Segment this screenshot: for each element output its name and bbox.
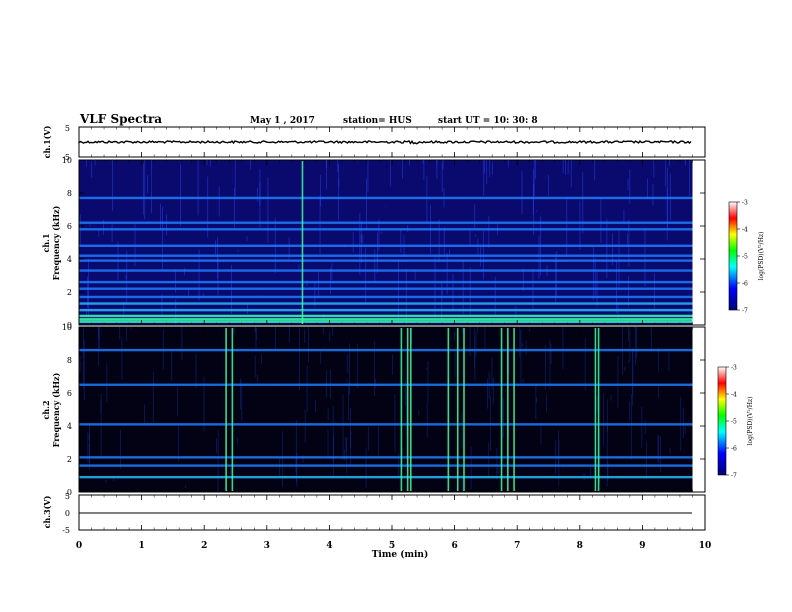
ch2-spectrogram-band bbox=[79, 348, 693, 352]
ch2-spectrogram-colorbar-tick-label: -6 bbox=[731, 446, 737, 453]
ch1-spectrogram-band bbox=[79, 320, 693, 323]
ch2-colorbar-label: log(PSD)(V²/Hz) bbox=[747, 397, 754, 446]
ch1-spectrogram-band bbox=[79, 244, 693, 247]
ch2-spectrogram-colorbar-tick-label: -7 bbox=[731, 473, 737, 480]
ch1-spectrogram-ylabel-frequency: Frequency (kHz) bbox=[51, 205, 61, 280]
ch1-spectrogram-colorbar-tick-label: -7 bbox=[742, 308, 748, 315]
time-tick-label: 9 bbox=[639, 541, 645, 551]
ch1-spectrogram-colorbar-tick-label: -3 bbox=[742, 200, 748, 207]
ch3-ytick-zero: 0 bbox=[65, 509, 70, 518]
ch1-spectrogram-band bbox=[79, 196, 693, 200]
ch2-spectrogram-ytick-label: 10 bbox=[62, 323, 72, 332]
time-tick-label: 10 bbox=[699, 541, 712, 551]
ch2-spectrogram-colorbar-tick-label: -4 bbox=[731, 392, 737, 399]
ch1-spectrogram-band bbox=[79, 269, 693, 272]
ch2-spectrogram-ytick-label: 4 bbox=[67, 422, 72, 431]
time-tick-label: 2 bbox=[201, 541, 207, 551]
ch2-spectrogram-band bbox=[79, 383, 693, 386]
ch1-colorbar-label: log(PSD)(V²/Hz) bbox=[758, 232, 765, 281]
ch1-spectrogram-band bbox=[79, 221, 693, 224]
ch2-spectrogram-ytick-label: 2 bbox=[67, 455, 72, 464]
ch2-spectrogram-band bbox=[79, 423, 693, 426]
figure-title: VLF Spectra bbox=[79, 112, 162, 126]
ch2-spectrogram-colorbar-tick-label: -3 bbox=[731, 365, 737, 372]
ch1-spectrogram-colorbar-tick-label: -4 bbox=[742, 227, 748, 234]
ch1-spectrogram-band bbox=[79, 259, 693, 262]
ch1-spectrogram-band bbox=[79, 308, 693, 312]
ch2-spectrogram-ytick-label: 0 bbox=[67, 488, 72, 497]
station-label: station= HUS bbox=[343, 116, 412, 126]
ch1-spectrogram-colorbar-tick-label: -5 bbox=[742, 254, 748, 261]
ch1-spectrogram-band bbox=[79, 287, 693, 290]
time-axis-ticks bbox=[78, 127, 706, 530]
ch2-spectrogram-colorbar-tick-label: -5 bbox=[731, 419, 737, 426]
ch2-colorbar-gradient bbox=[717, 366, 727, 476]
ch2-spectrogram-panel: 0 2 4 6 8 10 ch.2 Frequency (kHz) bbox=[41, 323, 706, 497]
ch1-spectrogram-band bbox=[79, 302, 693, 305]
ch2-spectrogram-heatmap bbox=[79, 327, 693, 492]
time-tick-label: 4 bbox=[326, 541, 332, 551]
ch1-spectrogram-heatmap bbox=[79, 160, 693, 325]
date-label: May 1 , 2017 bbox=[250, 116, 315, 126]
time-tick-label: 1 bbox=[138, 541, 144, 551]
ch2-spectrogram-band bbox=[79, 475, 693, 479]
ch2-spectrogram-band bbox=[79, 456, 693, 459]
ch1-spectrogram-panel: 0 2 4 6 8 10 ch.1 Frequency (kHz) bbox=[41, 156, 706, 330]
ch2-spectrogram-band bbox=[79, 464, 693, 467]
time-tick-label: 0 bbox=[76, 541, 82, 551]
ch2-spectrogram-ylabel-channel: ch.2 bbox=[41, 400, 51, 419]
ch1-spectrogram-ytick-label: 8 bbox=[67, 189, 72, 198]
ch2-spectrogram-ytick-label: 8 bbox=[67, 356, 72, 365]
ch1-spectrogram-band bbox=[79, 318, 693, 321]
time-tick-label: 5 bbox=[389, 541, 395, 551]
ch1-spectrogram-ytick-label: 10 bbox=[62, 156, 72, 165]
start-time-label: start UT = 10: 30: 8 bbox=[438, 116, 538, 126]
ch1-spectrogram-band bbox=[79, 280, 693, 284]
ch1-spectrogram-band bbox=[79, 228, 693, 231]
ch1-colorbar-gradient bbox=[728, 201, 738, 311]
time-axis-label: Time (min) bbox=[372, 549, 429, 560]
ch2-colorbar: -3 -4 -5 -6 -7 log(PSD)(V²/Hz) bbox=[717, 365, 754, 480]
ch1-spectrogram-ytick-label: 4 bbox=[67, 255, 72, 264]
ch1-spectrogram-band bbox=[79, 314, 693, 318]
ch3-waveform-ylabel: ch.3(V) bbox=[42, 495, 52, 528]
ch2-spectrogram-ytick-label: 6 bbox=[67, 389, 72, 398]
ch1-ytick-top: 5 bbox=[65, 124, 70, 133]
ch1-spectrogram-band bbox=[79, 295, 693, 299]
time-tick-label: 6 bbox=[451, 541, 457, 551]
time-tick-label: 3 bbox=[264, 541, 270, 551]
time-axis-tick-labels: 0 1 2 3 4 5 6 7 8 9 10 bbox=[76, 541, 711, 551]
ch1-spectrogram-ytick-label: 0 bbox=[67, 321, 72, 330]
ch3-ytick-bottom: -5 bbox=[62, 526, 70, 535]
ch1-ytick-bottom: -5 bbox=[62, 153, 70, 162]
ch1-spectrogram-ylabel-channel: ch.1 bbox=[41, 233, 51, 252]
ch1-waveform-ylabel: ch.1(V) bbox=[42, 125, 52, 158]
ch3-ytick-top: 5 bbox=[65, 492, 70, 501]
ch1-spectrogram-band bbox=[79, 254, 693, 257]
ch1-spectrogram-ytick-label: 6 bbox=[67, 222, 72, 231]
ch1-spectrogram-colorbar-tick-label: -6 bbox=[742, 281, 748, 288]
ch3-waveform-panel: 5 0 -5 ch.3(V) bbox=[42, 492, 706, 535]
ch2-spectrogram-ylabel-frequency: Frequency (kHz) bbox=[51, 372, 61, 447]
time-tick-label: 7 bbox=[514, 541, 520, 551]
ch1-spectrogram-ytick-label: 2 bbox=[67, 288, 72, 297]
time-tick-label: 8 bbox=[577, 541, 583, 551]
ch1-waveform-trace bbox=[78, 139, 692, 145]
ch1-colorbar: -3 -4 -5 -6 -7 log(PSD)(V²/Hz) bbox=[728, 200, 765, 315]
